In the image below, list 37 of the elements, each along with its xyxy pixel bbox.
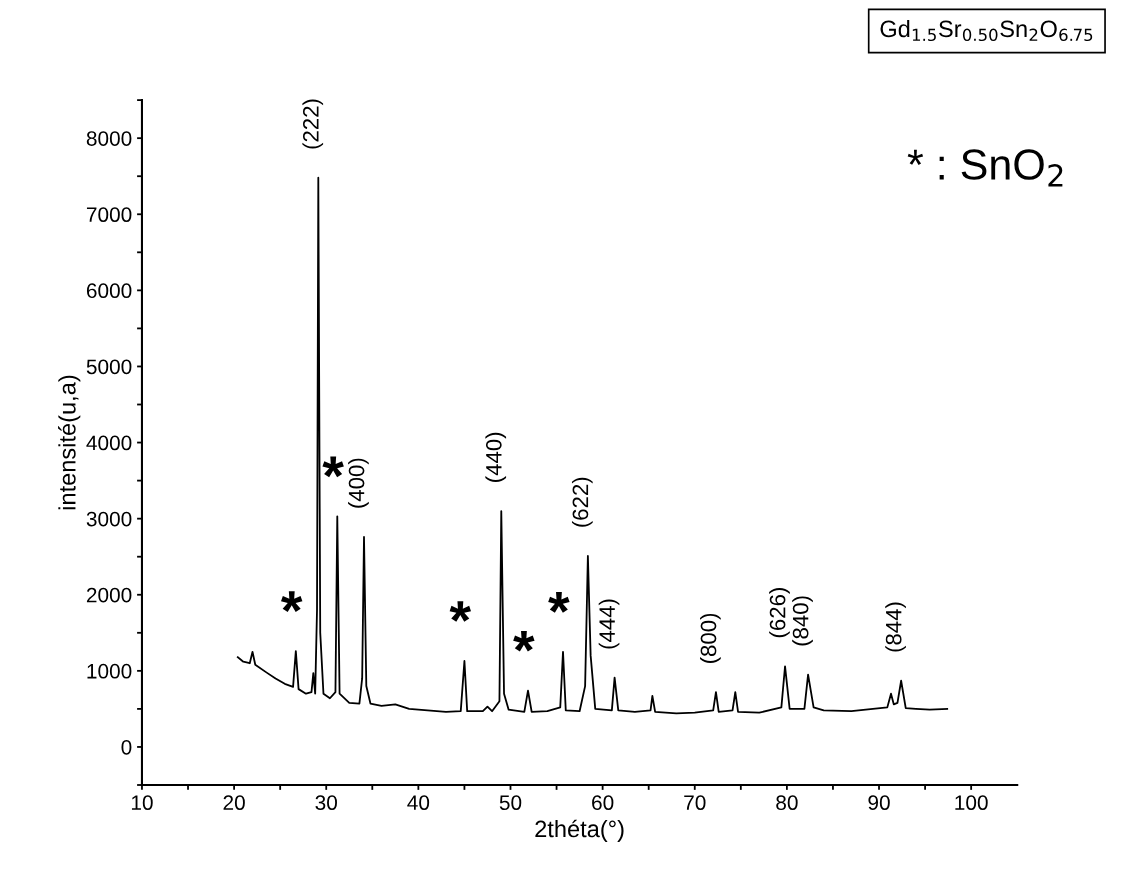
x-tick-label: 80	[776, 795, 798, 811]
annotation: *	[548, 592, 570, 613]
y-tick-label: 3000	[86, 511, 132, 527]
x-tick-label: 60	[592, 795, 614, 811]
annotation: *	[449, 601, 472, 622]
y-tick-label: 0	[121, 739, 132, 755]
x-axis-title: 2théta(°)	[535, 819, 624, 842]
annotation: *	[322, 456, 344, 478]
y-tick-label: 5000	[86, 359, 132, 375]
y-tick-label: 2000	[86, 587, 132, 603]
x-tick-label: 70	[684, 795, 706, 811]
annotation: (800)	[700, 613, 721, 663]
annotation: (440)	[485, 432, 507, 482]
annotation: (626)	[769, 588, 790, 638]
y-tick-label: 8000	[86, 131, 132, 146]
y-tick-label: 4000	[86, 435, 132, 451]
text: Gd$_{1.5}$Sr$_{0.50}$Sn$_{2}$O$_{6.75}$	[880, 19, 1093, 42]
x-tick-label: 100	[955, 795, 988, 811]
annotation: *	[513, 630, 535, 652]
annotation: (840)	[792, 596, 813, 646]
x-tick-label: 20	[223, 795, 245, 811]
x-tick-label: 90	[868, 795, 890, 811]
x-tick-label: 30	[315, 795, 337, 811]
y-tick-label: 1000	[87, 663, 132, 679]
annotation: (222)	[302, 99, 324, 149]
annotation: (622)	[571, 477, 593, 527]
x-tick-label: 10	[131, 795, 153, 811]
annotation: *	[281, 591, 303, 612]
annotation: (844)	[885, 602, 906, 652]
annotation: (444)	[598, 599, 620, 649]
y-axis-title: intensité(u,a)	[58, 375, 81, 510]
x-tick-label: 40	[407, 795, 430, 811]
y-tick-label: 6000	[86, 283, 132, 299]
x-tick-label: 50	[499, 795, 522, 811]
annotation: (400)	[348, 458, 369, 508]
annotation: * : SnO$_{2}$	[907, 149, 1063, 187]
y-tick-label: 7000	[86, 207, 132, 223]
